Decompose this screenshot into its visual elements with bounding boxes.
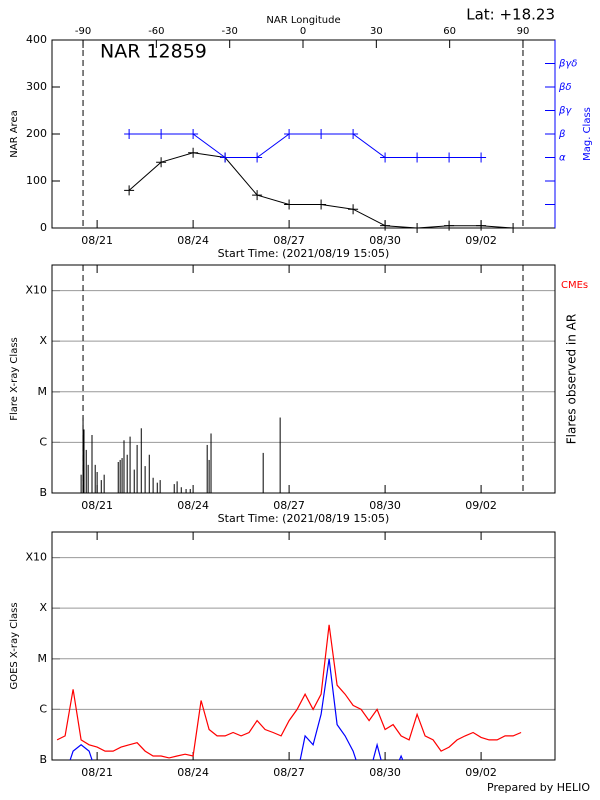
series-line bbox=[129, 133, 482, 158]
point-marker bbox=[284, 199, 295, 210]
annotation: Lat: +18.23 bbox=[466, 6, 555, 24]
y-tick-label: C bbox=[39, 435, 47, 448]
point-marker bbox=[444, 220, 455, 231]
point-marker bbox=[380, 152, 391, 163]
x-tick-label: 08/21 bbox=[81, 499, 113, 512]
x-tick-label: 08/27 bbox=[273, 766, 305, 779]
x2-tick-label: 30 bbox=[370, 26, 383, 37]
point-marker bbox=[188, 147, 199, 158]
y-axis-label: GOES X-ray Class bbox=[9, 602, 20, 689]
point-marker bbox=[476, 220, 487, 231]
y-tick-label: 400 bbox=[26, 33, 47, 46]
point-marker bbox=[156, 157, 167, 168]
y-tick-label: 300 bbox=[26, 80, 47, 93]
y-tick-label: X bbox=[39, 334, 47, 347]
point-marker bbox=[348, 204, 359, 215]
point-marker bbox=[252, 190, 263, 201]
x-tick-label: 09/02 bbox=[465, 766, 497, 779]
y2-tick-label: βδ bbox=[558, 82, 572, 93]
y-tick-label: 100 bbox=[26, 174, 47, 187]
x-tick-label: 08/30 bbox=[369, 766, 401, 779]
y-tick-label: B bbox=[39, 486, 47, 499]
x-tick-label: 08/27 bbox=[273, 234, 305, 247]
y2-tick-label: β bbox=[558, 129, 566, 140]
point-marker bbox=[476, 152, 487, 163]
x2-tick-label: 0 bbox=[300, 26, 306, 37]
y-tick-label: 200 bbox=[26, 127, 47, 140]
x2-tick-label: -30 bbox=[222, 26, 238, 37]
x-tick-label: 08/21 bbox=[81, 766, 113, 779]
y-tick-label: M bbox=[38, 652, 48, 665]
cme-label: CMEs bbox=[561, 280, 588, 291]
x-tick-label: 08/24 bbox=[177, 499, 209, 512]
plot-area bbox=[56, 624, 522, 760]
y2-tick-label: βγδ bbox=[558, 59, 577, 70]
point-marker bbox=[124, 129, 135, 139]
plot-frame bbox=[51, 264, 556, 494]
point-marker bbox=[220, 152, 231, 163]
series-line bbox=[128, 152, 514, 229]
point-marker bbox=[284, 129, 295, 139]
x2-tick-label: 60 bbox=[443, 26, 456, 37]
x-tick-label: 08/30 bbox=[369, 499, 401, 512]
y2-axis-label: Flares observed in AR bbox=[565, 314, 579, 444]
point-marker bbox=[316, 129, 327, 139]
point-marker bbox=[508, 223, 519, 233]
point-marker bbox=[188, 129, 199, 139]
x-tick-label: 09/02 bbox=[465, 499, 497, 512]
chart-title: NAR 12859 bbox=[100, 41, 207, 63]
series-line bbox=[56, 624, 522, 759]
point-marker bbox=[124, 185, 135, 196]
y2-tick-label: α bbox=[559, 153, 566, 164]
point-marker bbox=[412, 152, 423, 163]
y-tick-label: 0 bbox=[40, 221, 47, 234]
y-tick-label: M bbox=[38, 385, 48, 398]
x2-tick-label: 90 bbox=[517, 26, 530, 37]
y2-axis-label: Mag. Class bbox=[582, 107, 593, 161]
y-tick-label: X bbox=[39, 601, 47, 614]
y-axis-label: NAR Area bbox=[9, 110, 20, 157]
x-axis-label: Start Time: (2021/08/19 15:05) bbox=[218, 247, 390, 260]
y-tick-label: C bbox=[39, 702, 47, 715]
x-tick-label: 08/24 bbox=[177, 766, 209, 779]
x-tick-label: 08/24 bbox=[177, 234, 209, 247]
point-marker bbox=[380, 220, 391, 231]
point-marker bbox=[156, 129, 167, 139]
point-marker bbox=[316, 199, 327, 210]
x-axis-label: Start Time: (2021/08/19 15:05) bbox=[218, 512, 390, 525]
point-marker bbox=[252, 152, 263, 163]
plot-frame bbox=[51, 531, 556, 761]
x-tick-label: 08/21 bbox=[81, 234, 113, 247]
footer: Prepared by HELIO bbox=[487, 781, 590, 794]
x-tick-label: 08/30 bbox=[369, 234, 401, 247]
y-tick-label: X10 bbox=[25, 284, 47, 297]
x2-axis-label: NAR Longitude bbox=[266, 15, 340, 26]
y-axis-label: Flare X-ray Class bbox=[9, 337, 20, 421]
x2-tick-label: -60 bbox=[148, 26, 164, 37]
x-tick-label: 09/02 bbox=[465, 234, 497, 247]
point-marker bbox=[444, 152, 455, 163]
x2-tick-label: -90 bbox=[75, 26, 91, 37]
x-tick-label: 08/27 bbox=[273, 499, 305, 512]
point-marker bbox=[348, 129, 359, 139]
point-marker bbox=[412, 223, 423, 233]
y-tick-label: X10 bbox=[25, 551, 47, 564]
y-tick-label: B bbox=[39, 753, 47, 766]
y2-tick-label: βγ bbox=[558, 106, 572, 117]
